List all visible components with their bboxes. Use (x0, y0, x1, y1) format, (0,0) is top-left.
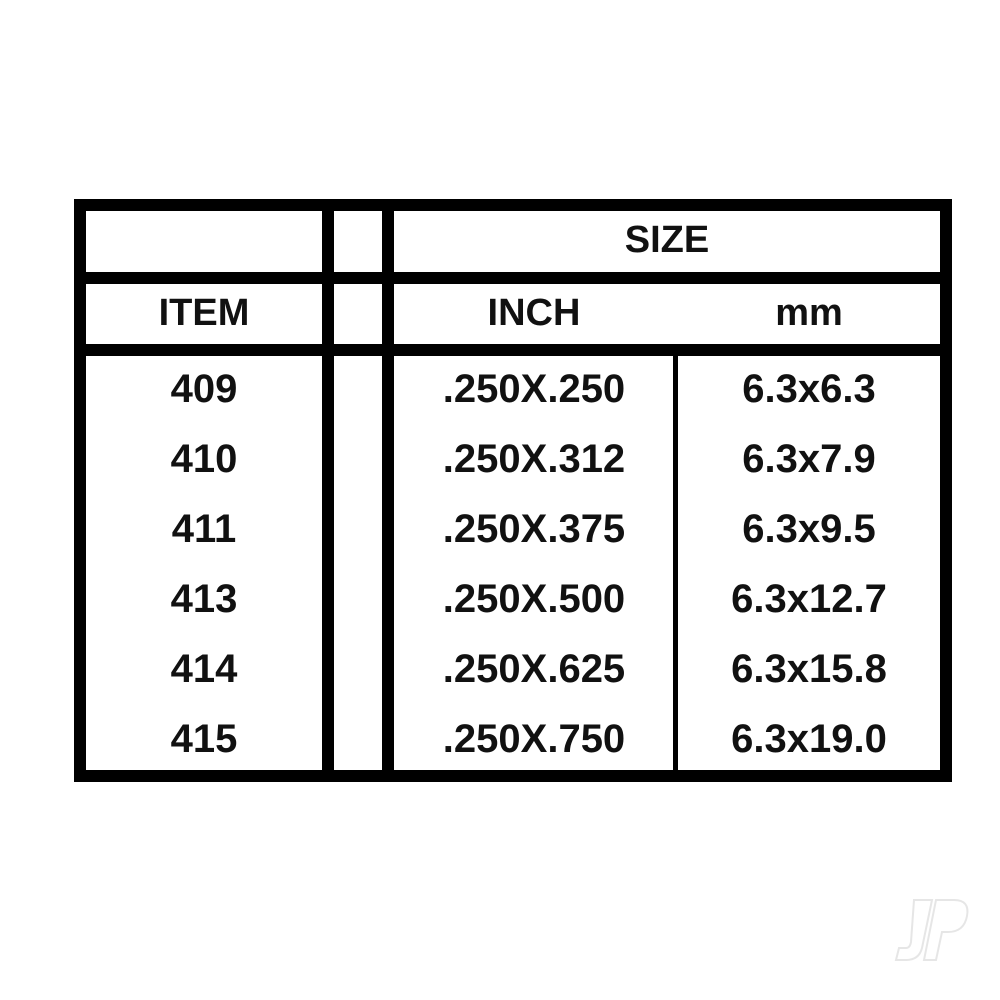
divider-item (322, 199, 334, 782)
mm-cell: 6.3x15.8 (731, 647, 887, 691)
item-cell: 411 (171, 507, 237, 551)
table-border-top (74, 199, 952, 211)
divider-spacer (382, 199, 394, 782)
table-border-bottom (74, 770, 952, 782)
item-cell: 413 (170, 577, 238, 621)
size-header: SIZE (624, 219, 710, 261)
item-cell: 409 (170, 367, 238, 411)
divider-header-2 (74, 344, 952, 356)
mm-cell: 6.3x19.0 (731, 717, 887, 761)
mm-cell: 6.3x12.7 (731, 577, 887, 621)
item-header: ITEM (158, 292, 250, 334)
item-cell: 410 (170, 437, 238, 481)
table-border-left (74, 199, 86, 782)
divider-header-1 (74, 272, 952, 284)
inch-cell: .250X.750 (442, 717, 626, 761)
mm-cell: 6.3x6.3 (742, 367, 876, 411)
inch-cell: .250X.375 (442, 507, 626, 551)
jp-watermark-logo (894, 899, 969, 961)
mm-cell: 6.3x9.5 (742, 507, 876, 551)
inch-cell: .250X.312 (442, 437, 626, 481)
item-cell: 414 (170, 647, 238, 691)
inch-header: INCH (487, 292, 581, 334)
mm-cell: 6.3x7.9 (742, 437, 876, 481)
item-cell: 415 (170, 717, 238, 761)
mm-header: mm (775, 292, 843, 334)
inch-cell: .250X.250 (442, 367, 626, 411)
divider-inch-mm (673, 350, 678, 775)
inch-cell: .250X.625 (442, 647, 626, 691)
table-border-right (940, 199, 952, 782)
inch-cell: .250X.500 (442, 577, 626, 621)
